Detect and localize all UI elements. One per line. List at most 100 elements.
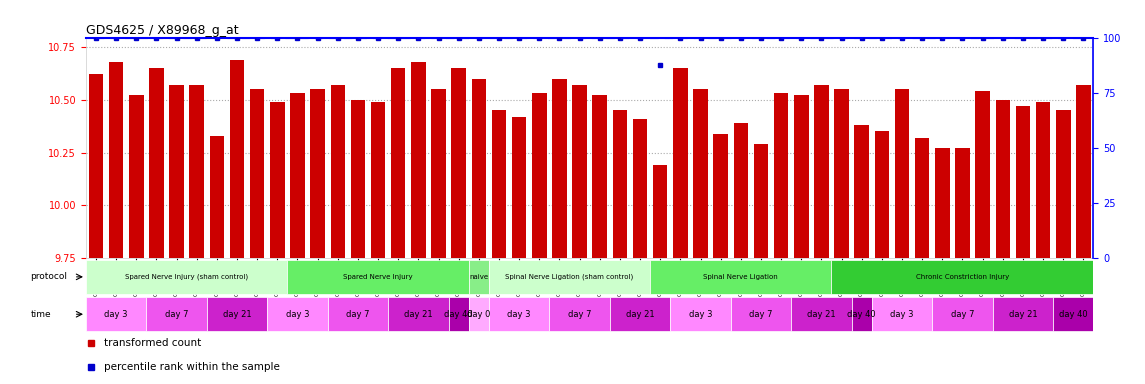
Text: Spared Nerve Injury: Spared Nerve Injury xyxy=(344,274,413,280)
Text: day 40: day 40 xyxy=(1059,310,1088,319)
Bar xyxy=(935,148,949,258)
Bar xyxy=(610,298,670,331)
Bar xyxy=(147,298,207,331)
Bar xyxy=(633,119,647,258)
Bar xyxy=(432,89,445,258)
Bar xyxy=(995,100,1010,258)
Bar xyxy=(955,148,970,258)
Bar xyxy=(350,100,365,258)
Bar xyxy=(207,298,267,331)
Bar xyxy=(290,93,305,258)
Bar xyxy=(88,74,103,258)
Bar xyxy=(267,298,327,331)
Text: Spinal Nerve Ligation (sham control): Spinal Nerve Ligation (sham control) xyxy=(505,274,633,280)
Text: Spared Nerve Injury (sham control): Spared Nerve Injury (sham control) xyxy=(125,274,248,280)
Text: day 21: day 21 xyxy=(625,310,655,319)
Text: Chronic Constriction Injury: Chronic Constriction Injury xyxy=(916,274,1009,280)
Bar xyxy=(388,298,449,331)
Bar xyxy=(673,68,688,258)
Bar xyxy=(210,136,224,258)
Text: Spinal Nerve Ligation: Spinal Nerve Ligation xyxy=(703,274,779,280)
Bar xyxy=(734,123,748,258)
Bar xyxy=(653,165,668,258)
Bar xyxy=(489,298,550,331)
Text: transformed count: transformed count xyxy=(104,338,202,348)
Bar xyxy=(451,68,466,258)
Bar xyxy=(532,93,546,258)
Bar xyxy=(670,298,731,331)
Bar xyxy=(835,89,848,258)
Bar xyxy=(287,260,468,294)
Text: day 21: day 21 xyxy=(404,310,433,319)
Bar xyxy=(753,144,768,258)
Bar xyxy=(993,298,1053,331)
Bar xyxy=(189,85,204,258)
Bar xyxy=(310,89,325,258)
Bar xyxy=(491,110,506,258)
Bar xyxy=(327,298,388,331)
Text: time: time xyxy=(31,310,52,319)
Bar xyxy=(915,138,930,258)
Bar xyxy=(109,62,124,258)
Text: day 0: day 0 xyxy=(467,310,490,319)
Bar xyxy=(449,298,468,331)
Bar xyxy=(871,298,932,331)
Bar xyxy=(489,260,650,294)
Bar xyxy=(169,85,184,258)
Bar xyxy=(793,96,808,258)
Text: day 3: day 3 xyxy=(507,310,531,319)
Bar xyxy=(512,117,527,258)
Bar xyxy=(814,85,829,258)
Bar xyxy=(613,110,627,258)
Text: day 7: day 7 xyxy=(568,310,591,319)
Bar xyxy=(270,102,285,258)
Bar xyxy=(1076,85,1091,258)
Bar xyxy=(331,85,345,258)
Text: day 40: day 40 xyxy=(847,310,876,319)
Bar xyxy=(731,298,791,331)
Text: day 40: day 40 xyxy=(444,310,473,319)
Bar xyxy=(250,89,264,258)
Bar xyxy=(932,298,993,331)
Text: day 7: day 7 xyxy=(749,310,773,319)
Bar xyxy=(650,260,831,294)
Bar xyxy=(1053,298,1093,331)
Bar xyxy=(371,102,386,258)
Bar xyxy=(592,96,607,258)
Text: day 3: day 3 xyxy=(286,310,309,319)
Bar xyxy=(230,60,244,258)
Text: day 7: day 7 xyxy=(950,310,974,319)
Text: day 21: day 21 xyxy=(222,310,252,319)
Bar xyxy=(894,89,909,258)
Bar xyxy=(976,91,990,258)
Bar xyxy=(831,260,1093,294)
Bar xyxy=(86,298,147,331)
Bar xyxy=(552,79,567,258)
Text: day 7: day 7 xyxy=(346,310,370,319)
Bar xyxy=(693,89,708,258)
Bar xyxy=(129,96,143,258)
Bar xyxy=(86,260,287,294)
Text: day 7: day 7 xyxy=(165,310,188,319)
Bar xyxy=(472,79,487,258)
Text: day 3: day 3 xyxy=(689,310,712,319)
Text: day 3: day 3 xyxy=(104,310,128,319)
Text: protocol: protocol xyxy=(31,272,68,281)
Bar xyxy=(390,68,405,258)
Bar xyxy=(852,298,871,331)
Bar xyxy=(875,131,890,258)
Bar xyxy=(550,298,610,331)
Bar xyxy=(572,85,587,258)
Text: day 21: day 21 xyxy=(1009,310,1037,319)
Bar xyxy=(411,62,426,258)
Bar xyxy=(468,298,489,331)
Bar xyxy=(1036,102,1050,258)
Bar xyxy=(854,125,869,258)
Bar xyxy=(774,93,789,258)
Bar xyxy=(468,260,489,294)
Bar xyxy=(149,68,164,258)
Bar xyxy=(1056,110,1071,258)
Bar xyxy=(791,298,852,331)
Text: day 3: day 3 xyxy=(891,310,914,319)
Text: naive: naive xyxy=(469,274,489,280)
